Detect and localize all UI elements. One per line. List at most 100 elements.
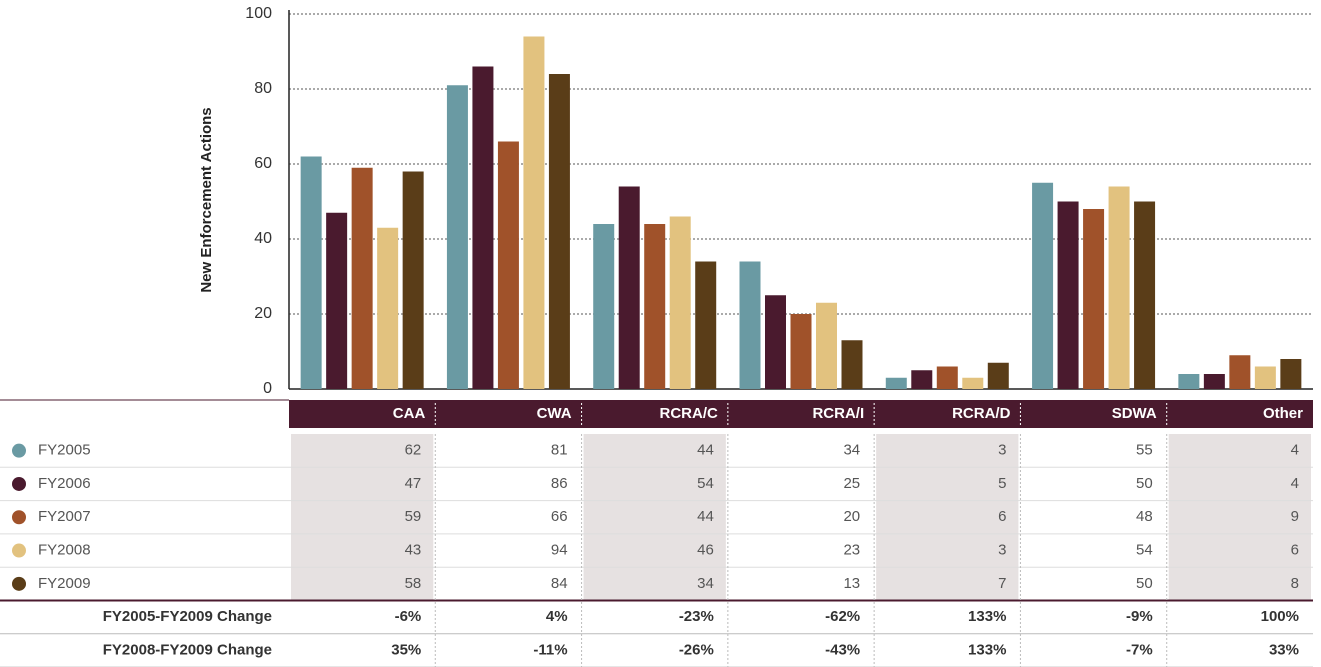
- y-tick-label: 80: [254, 80, 272, 97]
- column-shade: [583, 434, 726, 601]
- cell-value: 59: [405, 508, 422, 525]
- bar: [300, 156, 322, 389]
- bar: [790, 314, 812, 389]
- bar: [1108, 186, 1130, 389]
- bar: [472, 66, 494, 389]
- y-tick-label: 40: [254, 230, 272, 247]
- change-value: -62%: [825, 608, 860, 625]
- cell-value: 55: [1136, 442, 1153, 459]
- y-tick-label: 20: [254, 305, 272, 322]
- cell-value: 43: [405, 542, 422, 559]
- cell-value: 6: [1291, 542, 1299, 559]
- bar: [911, 370, 933, 389]
- cell-value: 34: [843, 442, 860, 459]
- bar: [1032, 182, 1054, 389]
- y-tick-label: 60: [254, 155, 272, 172]
- cell-value: 5: [998, 475, 1006, 492]
- cell-value: 47: [405, 475, 422, 492]
- change-value: 133%: [968, 608, 1006, 625]
- bar: [497, 141, 519, 389]
- y-tick-label: 100: [245, 5, 272, 22]
- cell-value: 46: [697, 542, 714, 559]
- bar: [1229, 355, 1251, 389]
- cell-value: 58: [405, 575, 422, 592]
- cell-value: 94: [551, 542, 568, 559]
- bar: [1178, 374, 1200, 389]
- legend-marker: [12, 576, 26, 591]
- cell-value: 25: [843, 475, 860, 492]
- column-header: RCRA/C: [660, 405, 718, 422]
- bar: [987, 362, 1009, 389]
- cell-value: 84: [551, 575, 568, 592]
- bar: [695, 261, 717, 389]
- bar: [523, 36, 545, 389]
- column-shade: [876, 434, 1019, 601]
- cell-value: 7: [998, 575, 1006, 592]
- column-shade: [291, 434, 434, 601]
- bar: [816, 302, 837, 389]
- bar: [1203, 374, 1225, 389]
- column-header: CWA: [537, 405, 572, 422]
- change-value: -26%: [679, 641, 714, 658]
- y-axis-label: New Enforcement Actions: [198, 107, 215, 292]
- bar: [765, 295, 786, 389]
- cell-value: 48: [1136, 508, 1153, 525]
- cell-value: 34: [697, 575, 714, 592]
- change-value: -43%: [825, 641, 860, 658]
- cell-value: 9: [1291, 508, 1299, 525]
- cell-value: 3: [998, 542, 1006, 559]
- cell-value: 44: [697, 442, 714, 459]
- change-value: -7%: [1126, 641, 1153, 658]
- y-tick-label: 0: [263, 380, 272, 397]
- bar: [377, 227, 399, 389]
- cell-value: 6: [998, 508, 1006, 525]
- legend-marker: [12, 510, 26, 525]
- row-label: FY2009: [38, 575, 91, 592]
- cell-value: 23: [843, 542, 860, 559]
- bar: [936, 366, 958, 389]
- row-label: FY2008: [38, 542, 91, 559]
- legend-marker: [12, 543, 26, 558]
- row-label: FY2005: [38, 442, 91, 459]
- bar: [593, 224, 615, 389]
- bar: [841, 340, 863, 389]
- cell-value: 50: [1136, 475, 1153, 492]
- change-value: -6%: [395, 608, 422, 625]
- cell-value: 50: [1136, 575, 1153, 592]
- bar: [962, 377, 984, 389]
- cell-value: 20: [843, 508, 860, 525]
- change-value: -9%: [1126, 608, 1153, 625]
- bar: [1057, 201, 1079, 389]
- column-header: CAA: [393, 405, 426, 422]
- cell-value: 81: [551, 442, 568, 459]
- column-shade: [1168, 434, 1311, 601]
- change-value: -11%: [533, 641, 567, 658]
- change-value: 100%: [1261, 608, 1299, 625]
- bar: [1083, 209, 1105, 389]
- row-label: FY2007: [38, 508, 91, 525]
- bar: [326, 212, 348, 389]
- cell-value: 13: [843, 575, 860, 592]
- bar: [618, 186, 640, 389]
- row-label: FY2006: [38, 475, 91, 492]
- bar: [885, 377, 907, 389]
- cell-value: 44: [697, 508, 714, 525]
- column-header: RCRA/D: [952, 405, 1010, 422]
- cell-value: 3: [998, 442, 1006, 459]
- column-header: Other: [1263, 405, 1303, 422]
- cell-value: 4: [1291, 475, 1299, 492]
- bar: [402, 171, 424, 389]
- cell-value: 86: [551, 475, 568, 492]
- change-value: 35%: [391, 641, 421, 658]
- legend-marker: [12, 476, 26, 491]
- bar: [548, 74, 570, 389]
- cell-value: 54: [697, 475, 714, 492]
- table-header: [289, 400, 1313, 428]
- column-header: SDWA: [1112, 405, 1157, 422]
- change-label: FY2008-FY2009 Change: [103, 641, 272, 658]
- legend-marker: [12, 443, 26, 458]
- cell-value: 54: [1136, 542, 1153, 559]
- bar: [1134, 201, 1156, 389]
- bar: [1280, 359, 1302, 389]
